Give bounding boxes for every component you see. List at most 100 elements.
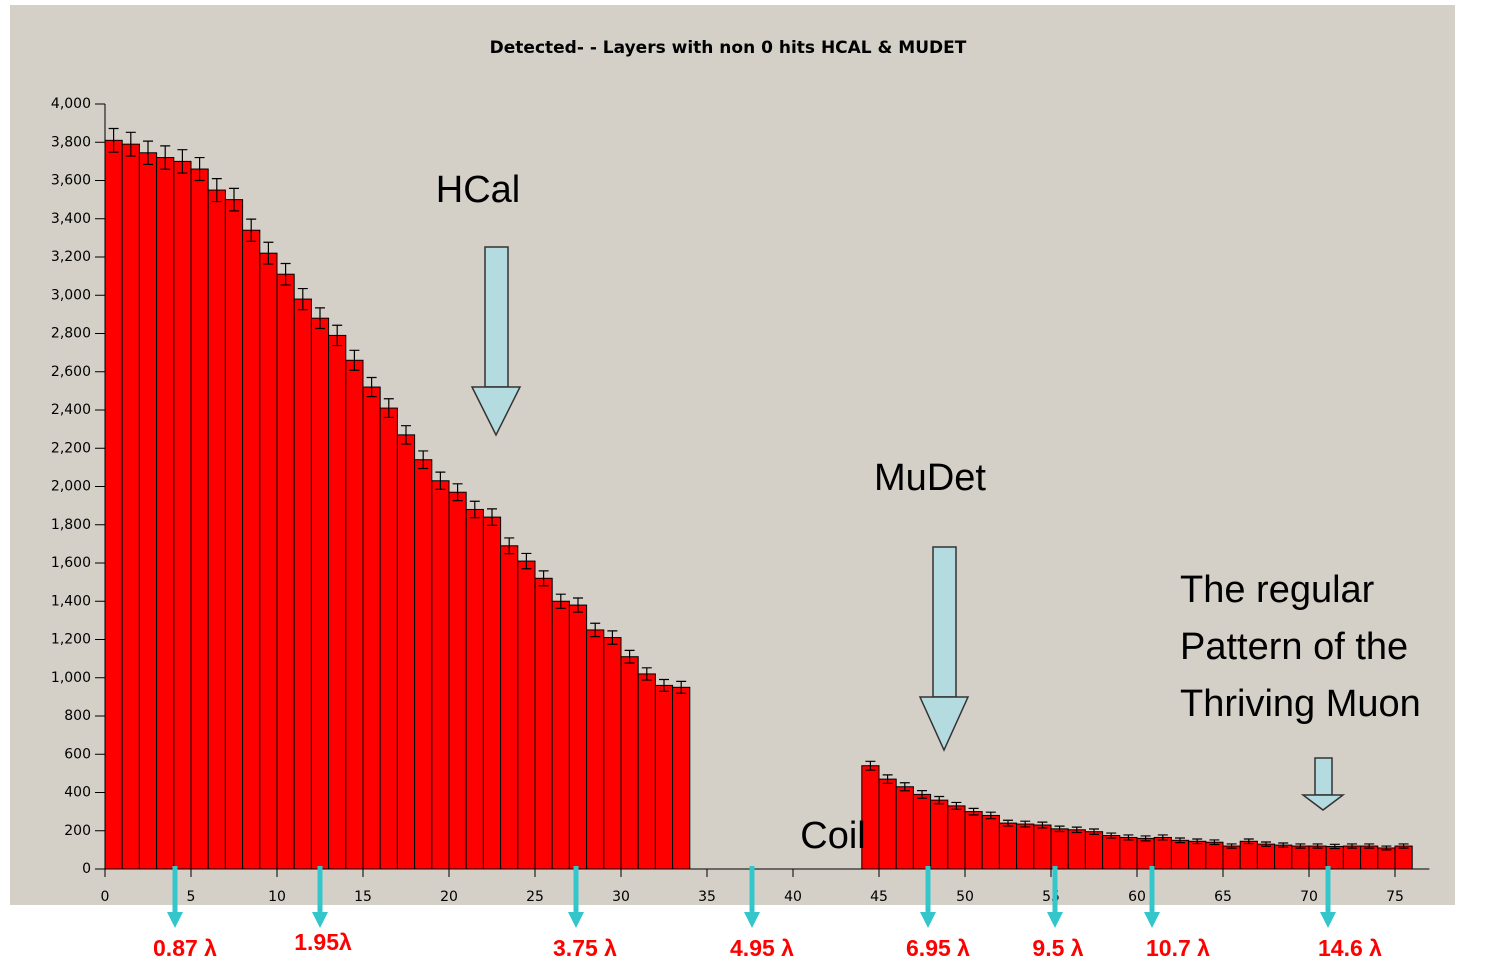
error-bar: [315, 307, 325, 330]
error-bar: [1364, 843, 1375, 849]
muon-arrow: [1300, 757, 1346, 811]
bar: [1170, 839, 1190, 870]
depth-arrow: [744, 866, 760, 928]
error-bar: [1157, 834, 1168, 841]
error-bar: [1278, 842, 1289, 848]
bar: [482, 516, 502, 870]
x-tick-label: 35: [698, 889, 716, 905]
bar: [1016, 823, 1035, 870]
bar: [224, 199, 244, 870]
error-bar: [1054, 825, 1065, 833]
bar: [1222, 845, 1241, 870]
bar: [345, 359, 364, 870]
bar: [207, 189, 226, 870]
error-bar: [332, 324, 343, 347]
bar: [603, 637, 622, 870]
y-tick-label: 3,400: [51, 211, 91, 227]
error-bar: [968, 807, 979, 816]
bar: [190, 168, 209, 870]
mudet-arrow: [918, 546, 970, 752]
y-tick-label: 800: [64, 708, 91, 724]
error-bar: [1071, 826, 1082, 834]
bar: [637, 673, 656, 870]
depth-label: 9.5 λ: [1032, 935, 1083, 961]
y-tick-label: 3,800: [51, 134, 91, 150]
bar: [1308, 845, 1327, 870]
error-bar: [160, 145, 171, 170]
error-bar: [504, 537, 515, 555]
error-bar: [1381, 845, 1392, 851]
error-bar: [865, 760, 876, 771]
bar: [328, 334, 347, 870]
error-bar: [676, 680, 687, 694]
error-bar: [899, 782, 910, 792]
error-bar: [607, 630, 618, 645]
error-bar: [641, 667, 652, 681]
bar: [947, 805, 966, 870]
x-tick-label: 45: [870, 889, 888, 905]
error-bar: [934, 795, 945, 805]
y-tick-label: 0: [82, 861, 91, 877]
error-bar: [1106, 832, 1117, 839]
bar: [895, 786, 914, 870]
depth-label: 0.87 λ: [153, 935, 217, 961]
bar: [242, 229, 261, 870]
error-bar: [1089, 828, 1099, 835]
chart-title: Detected- - Layers with non 0 hits HCAL …: [490, 38, 967, 58]
depth-arrow: [1047, 866, 1063, 928]
error-bar: [590, 622, 601, 638]
bar: [362, 386, 381, 870]
error-bar: [1209, 839, 1220, 846]
bar: [672, 686, 691, 870]
x-tick-label: 10: [268, 889, 286, 905]
bar: [1136, 837, 1155, 870]
error-bar: [194, 156, 205, 182]
bar: [396, 434, 416, 870]
error-bar: [1140, 835, 1151, 842]
bar: [1342, 845, 1362, 870]
bar: [1188, 840, 1207, 870]
bar: [1153, 836, 1172, 870]
y-tick-label: 2,400: [51, 402, 91, 418]
error-bar: [487, 508, 497, 526]
error-bar: [1295, 843, 1306, 849]
error-bar: [452, 483, 463, 502]
note-line: The regular: [1180, 569, 1375, 611]
error-bar: [1123, 834, 1134, 841]
x-tick-label: 65: [1214, 889, 1232, 905]
depth-arrow: [1144, 866, 1160, 928]
bar: [138, 152, 158, 870]
bar: [1325, 845, 1344, 870]
bar: [1256, 843, 1276, 870]
error-bar: [280, 262, 291, 286]
y-tick-label: 200: [64, 823, 91, 839]
y-tick-label: 2,000: [51, 479, 91, 495]
bar: [173, 160, 192, 870]
error-bar: [1329, 843, 1340, 850]
depth-arrow: [1320, 866, 1336, 928]
error-bar: [1020, 820, 1031, 828]
bar: [912, 793, 932, 870]
bar: [1119, 836, 1138, 870]
bar: [1102, 835, 1121, 870]
bar: [1067, 829, 1086, 870]
error-bar: [125, 131, 136, 157]
error-bar: [349, 349, 360, 371]
error-bar: [659, 678, 669, 692]
y-tick-label: 400: [64, 785, 91, 801]
annotation: HCal: [436, 169, 520, 211]
x-tick-label: 50: [956, 889, 974, 905]
bar: [431, 480, 450, 870]
y-tick-label: 1,200: [51, 632, 91, 648]
bar: [1274, 844, 1293, 870]
bar: [414, 459, 433, 870]
y-tick-label: 4,000: [51, 96, 91, 112]
error-bar: [246, 218, 257, 242]
bar: [534, 577, 553, 870]
error-bar: [917, 789, 927, 799]
error-bar: [418, 450, 429, 470]
bar: [878, 778, 897, 870]
bar: [517, 560, 536, 870]
bar: [1033, 824, 1052, 870]
